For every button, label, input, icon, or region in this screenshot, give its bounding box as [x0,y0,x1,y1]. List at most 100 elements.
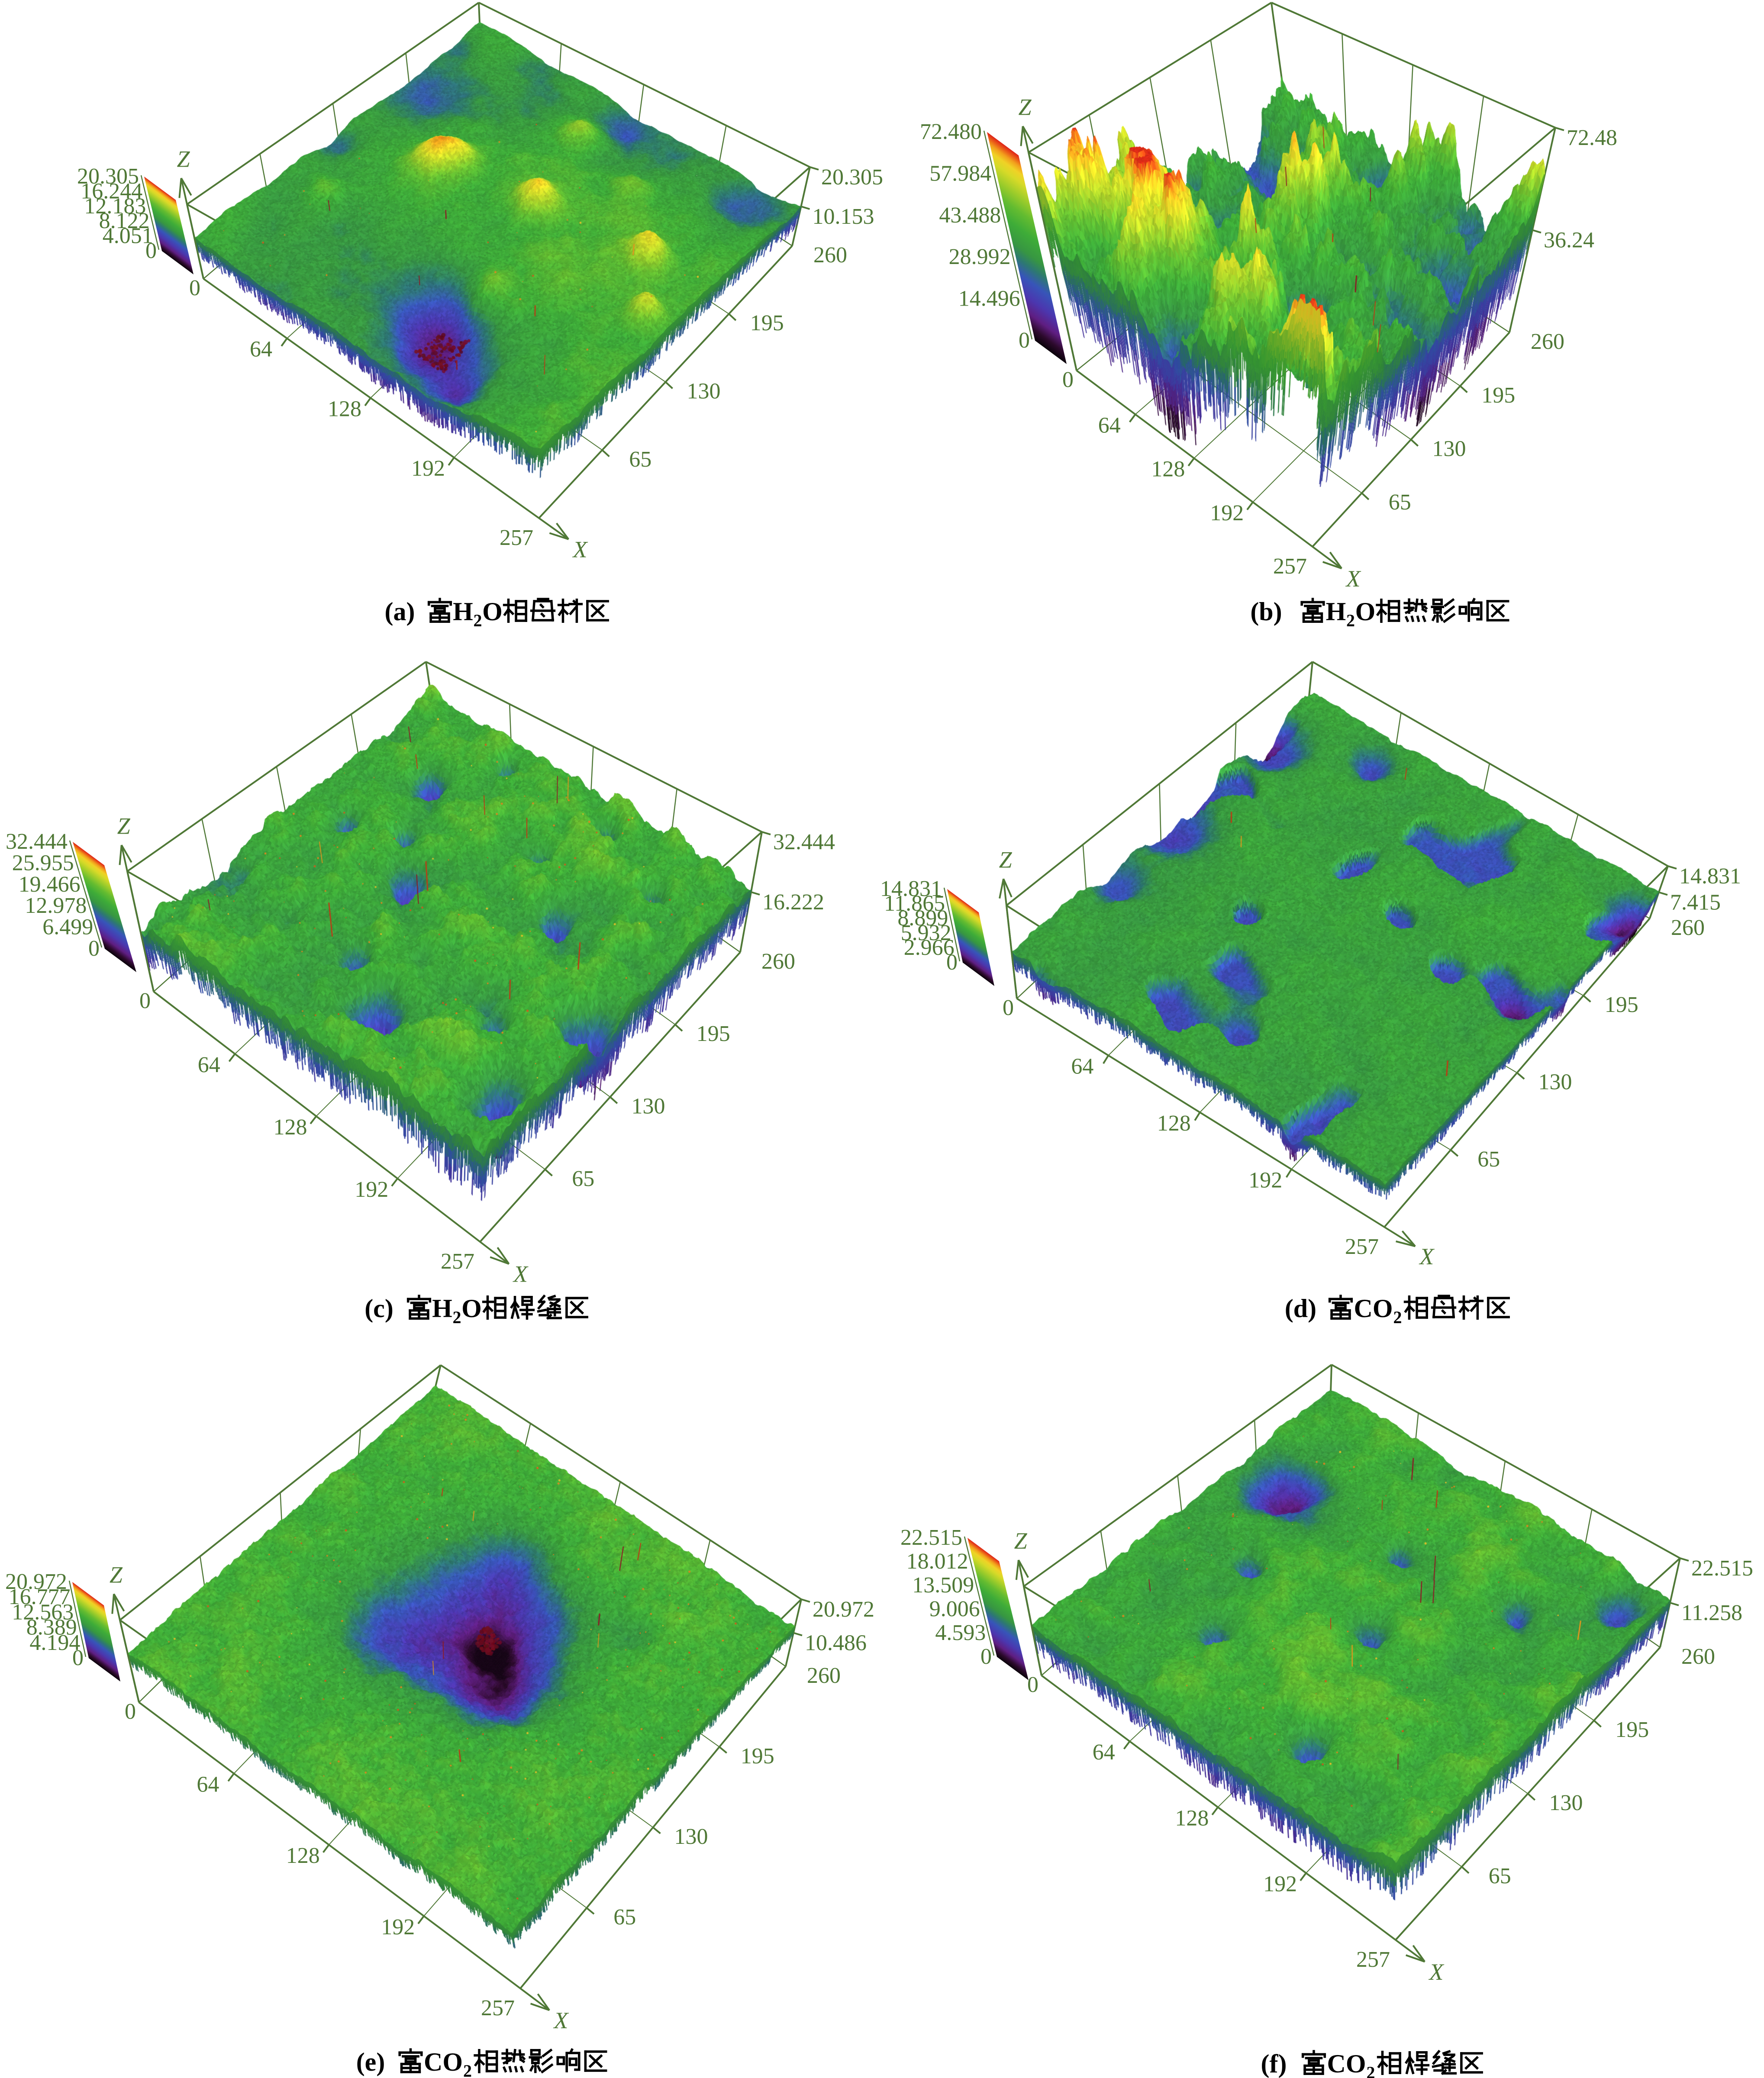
svg-text:11.865: 11.865 [884,891,945,916]
svg-text:11.258: 11.258 [1681,1601,1742,1625]
svg-text:16.222: 16.222 [762,890,824,915]
svg-text:Z: Z [177,146,190,172]
svg-text:65: 65 [1489,1864,1511,1888]
svg-text:0: 0 [72,1646,84,1670]
svg-text:192: 192 [1263,1872,1297,1897]
svg-text:65: 65 [613,1905,636,1930]
svg-text:14.496: 14.496 [958,287,1020,311]
svg-text:X: X [553,2007,569,2033]
svg-text:257: 257 [481,1996,515,2020]
svg-text:195: 195 [750,311,784,335]
svg-text:(e): (e) [356,2048,385,2076]
svg-text:(a): (a) [385,597,415,626]
svg-text:19.466: 19.466 [19,872,81,897]
svg-text:0: 0 [1062,367,1074,392]
svg-text:18.012: 18.012 [906,1549,968,1574]
svg-text:2: 2 [1393,1308,1402,1327]
svg-text:64: 64 [250,337,272,362]
svg-text:260: 260 [813,243,847,267]
svg-text:130: 130 [687,379,721,404]
svg-text:72.480: 72.480 [920,119,982,144]
svg-text:64: 64 [1093,1740,1115,1765]
svg-text:8.899: 8.899 [897,906,948,931]
svg-text:Z: Z [1018,94,1032,120]
svg-text:0: 0 [145,238,157,263]
svg-text:43.488: 43.488 [939,203,1001,228]
svg-text:192: 192 [1248,1168,1282,1193]
svg-text:128: 128 [286,1843,320,1868]
svg-text:(b): (b) [1250,597,1282,626]
svg-text:4.051: 4.051 [103,224,153,248]
svg-text:32.444: 32.444 [6,829,68,854]
svg-text:20.972: 20.972 [5,1569,67,1594]
svg-text:10.486: 10.486 [805,1631,867,1656]
svg-text:32.444: 32.444 [773,830,835,854]
svg-text:6.499: 6.499 [42,915,93,940]
svg-text:260: 260 [1681,1644,1715,1669]
svg-text:64: 64 [1098,413,1121,438]
svg-text:0: 0 [88,936,100,961]
svg-text:0: 0 [1019,328,1030,353]
svg-text:14.831: 14.831 [1679,864,1741,889]
svg-text:195: 195 [697,1021,730,1046]
svg-text:28.992: 28.992 [949,245,1011,269]
svg-text:192: 192 [381,1915,415,1939]
svg-text:195: 195 [1481,383,1515,408]
svg-text:65: 65 [1389,490,1411,515]
svg-text:192: 192 [411,456,445,481]
svg-text:65: 65 [572,1166,594,1191]
svg-text:64: 64 [1071,1054,1093,1079]
svg-text:12.563: 12.563 [12,1600,74,1624]
svg-text:128: 128 [328,396,361,421]
svg-text:257: 257 [500,525,533,550]
svg-text:8.122: 8.122 [99,209,150,233]
svg-text:128: 128 [1175,1806,1209,1830]
svg-text:195: 195 [1605,992,1638,1017]
svg-text:0: 0 [125,1699,136,1724]
svg-text:257: 257 [1273,554,1307,579]
svg-text:CO: CO [1327,2049,1366,2078]
svg-text:22.515: 22.515 [1691,1556,1753,1581]
svg-text:X: X [1429,1959,1445,1985]
svg-text:13.509: 13.509 [912,1573,974,1598]
svg-text:130: 130 [674,1824,708,1849]
svg-text:65: 65 [1477,1147,1500,1172]
svg-text:0: 0 [1003,996,1014,1020]
svg-text:260: 260 [761,949,795,974]
svg-text:(c): (c) [364,1294,393,1323]
svg-text:7.415: 7.415 [1670,890,1721,915]
svg-text:Z: Z [999,847,1013,873]
svg-text:130: 130 [632,1094,665,1119]
svg-text:X: X [1419,1244,1435,1269]
svg-text:0: 0 [1027,1672,1038,1697]
svg-text:8.389: 8.389 [26,1615,77,1640]
svg-text:72.48: 72.48 [1567,126,1617,150]
svg-text:20.305: 20.305 [77,164,139,189]
svg-text:192: 192 [355,1177,388,1202]
svg-text:130: 130 [1432,437,1466,461]
svg-text:36.24: 36.24 [1544,228,1594,253]
svg-text:4.593: 4.593 [935,1621,986,1645]
svg-text:H: H [432,1294,452,1323]
svg-text:65: 65 [629,447,651,472]
svg-text:16.244: 16.244 [81,179,142,203]
svg-text:X: X [1345,566,1361,592]
svg-text:0: 0 [189,276,200,300]
svg-text:0: 0 [980,1644,992,1669]
svg-text:192: 192 [1210,501,1244,525]
svg-text:(d): (d) [1285,1294,1316,1323]
svg-text:130: 130 [1549,1791,1583,1815]
svg-text:2.966: 2.966 [904,935,955,960]
svg-text:14.831: 14.831 [880,876,942,901]
svg-text:22.515: 22.515 [900,1525,962,1550]
svg-text:128: 128 [1151,457,1185,482]
svg-text:CO: CO [1354,1294,1393,1323]
svg-text:57.984: 57.984 [929,161,991,186]
svg-text:257: 257 [1345,1234,1379,1259]
svg-text:O: O [482,597,503,626]
svg-text:10.153: 10.153 [813,204,874,229]
svg-text:O: O [1355,597,1376,626]
svg-text:128: 128 [1157,1111,1191,1136]
svg-text:(f): (f) [1261,2049,1287,2078]
svg-text:260: 260 [1671,915,1705,940]
